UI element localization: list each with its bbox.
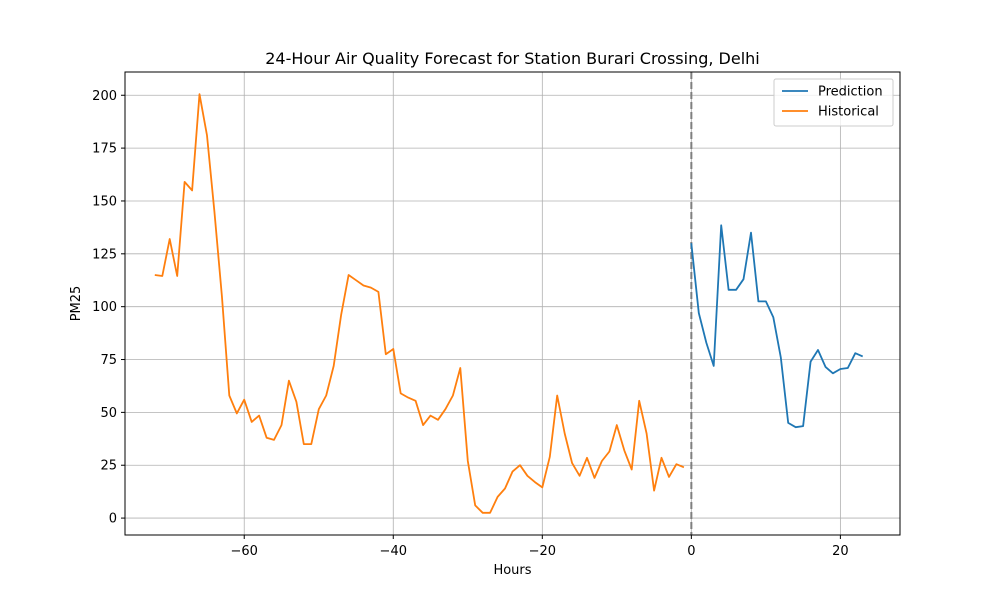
y-axis-label: PM25 (69, 286, 84, 322)
y-tick-label: 175 (92, 142, 117, 157)
x-tick-label: −60 (231, 544, 258, 559)
y-tick-label: 100 (92, 300, 117, 315)
series-line-prediction (690, 224, 864, 429)
legend-label-historical: Historical (818, 105, 879, 120)
x-tick-label: −40 (380, 544, 407, 559)
y-tick-label: 25 (100, 459, 117, 474)
y-tick-label: 50 (100, 406, 117, 421)
series-layer (154, 93, 864, 514)
y-tick-label: 75 (100, 353, 117, 368)
x-axis-label: Hours (493, 563, 531, 578)
x-tick-label: 20 (832, 544, 849, 559)
y-tick-label: 0 (109, 512, 117, 527)
y-tick-label: 150 (92, 194, 117, 209)
x-tick-label: 0 (687, 544, 695, 559)
plot-frame (124, 71, 901, 536)
y-tick-label: 200 (92, 89, 117, 104)
legend: Prediction Historical (773, 78, 894, 127)
chart-title: 24-Hour Air Quality Forecast for Station… (265, 49, 760, 68)
grid (125, 72, 900, 535)
x-tick-label: −20 (529, 544, 556, 559)
legend-label-prediction: Prediction (818, 85, 883, 100)
y-tick-label: 125 (92, 247, 117, 262)
series-line-historical (154, 93, 685, 514)
